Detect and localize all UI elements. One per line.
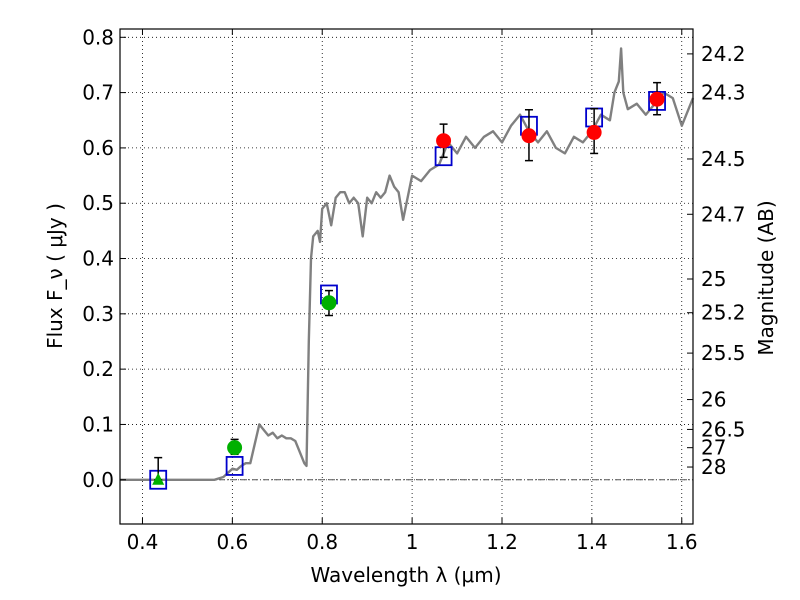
- axes: [119, 28, 694, 525]
- y-tick-label: 0.1: [82, 412, 114, 436]
- detection-point-green: [321, 295, 337, 311]
- y-tick-label: 0.7: [82, 81, 114, 105]
- y-tick-label: 0.0: [82, 468, 114, 492]
- model-photometry-square: [225, 456, 244, 476]
- x-tick-label: 0.6: [216, 530, 248, 554]
- detection-point-red: [521, 128, 537, 144]
- grid: [120, 29, 693, 524]
- right-tick-label: 24.7: [701, 202, 746, 226]
- y-tick-label: 0.3: [82, 302, 114, 326]
- detection-point-red: [436, 133, 452, 149]
- y-axis-title: Flux F_ν ( μJy ): [43, 203, 67, 349]
- x-tick-label: 1: [406, 530, 419, 554]
- x-tick-label: 1.6: [666, 530, 698, 554]
- detection-point-red: [586, 124, 602, 140]
- right-tick-label: 24.5: [701, 147, 746, 171]
- x-tick-label: 1.4: [576, 530, 608, 554]
- right-tick-label: 25.5: [701, 341, 746, 365]
- right-tick-label: 24.3: [701, 81, 746, 105]
- right-tick-label: 24.2: [701, 42, 746, 66]
- x-tick-label: 0.8: [306, 530, 338, 554]
- right-tick-label: 25: [701, 267, 726, 291]
- right-tick-label: 25.2: [701, 301, 746, 325]
- detection-point-green: [227, 440, 243, 456]
- y-tick-label: 0.5: [82, 191, 114, 215]
- x-axis-title: Wavelength λ (μm): [310, 563, 501, 587]
- y-tick-label: 0.4: [82, 247, 114, 271]
- tick-labels: 0.4 0.6 0.8 1 1.2 1.4 1.6 0.0 0.1 0.2 0.3 0.4 0.5 0.6…: [82, 25, 745, 554]
- model-spectrum-line: [120, 47, 695, 481]
- right-tick-label: 26: [701, 388, 726, 412]
- y-tick-label: 0.6: [82, 136, 114, 160]
- detection-point-red: [649, 91, 665, 107]
- chart-marks: [120, 47, 695, 490]
- y-tick-label: 0.8: [82, 25, 114, 49]
- right-tick-label: 26.5: [701, 417, 746, 441]
- right-tick-label: 28: [701, 455, 726, 479]
- right-tick-label: 27: [701, 436, 726, 460]
- upper-limit-triangle: [152, 472, 165, 485]
- x-tick-label: 1.2: [486, 530, 518, 554]
- y-tick-label: 0.2: [82, 357, 114, 381]
- plot-frame: [119, 28, 694, 525]
- x-tick-label: 0.4: [127, 530, 159, 554]
- right-axis-title: Magnitude (AB): [754, 200, 778, 355]
